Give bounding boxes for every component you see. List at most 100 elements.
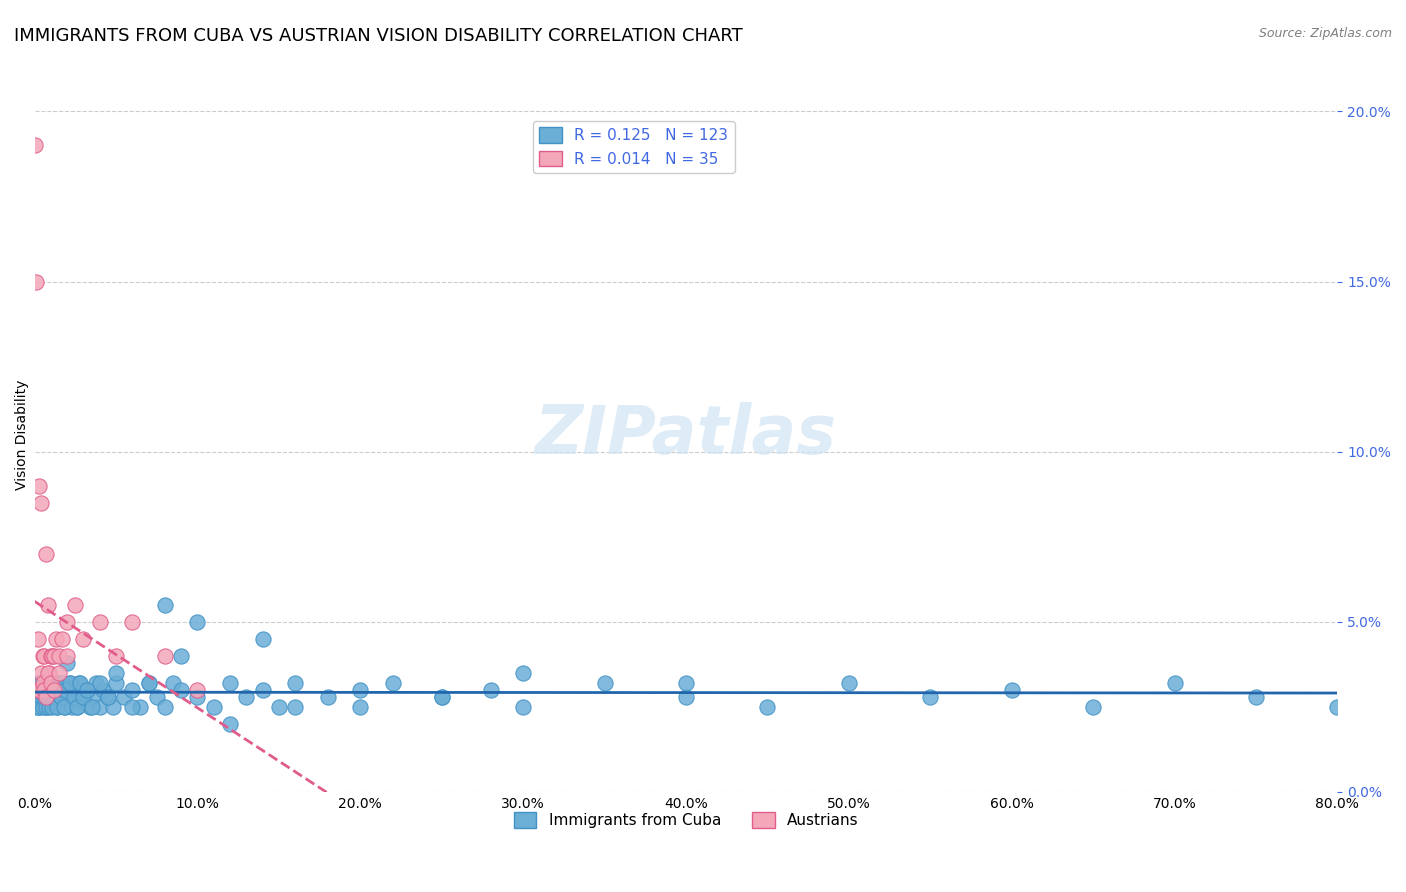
- Point: [1326, 699, 1348, 714]
- Point: [37, 598, 59, 612]
- Point: [72, 690, 94, 704]
- Point: [55, 699, 77, 714]
- Point: [31, 676, 53, 690]
- Point: [48, 676, 70, 690]
- Point: [1163, 676, 1185, 690]
- Point: [51, 682, 73, 697]
- Point: [25, 275, 48, 289]
- Point: [28, 699, 51, 714]
- Point: [104, 648, 127, 663]
- Point: [65, 690, 87, 704]
- Point: [37, 665, 59, 680]
- Point: [89, 615, 111, 629]
- Point: [79, 699, 101, 714]
- Point: [66, 699, 89, 714]
- Point: [27, 682, 49, 697]
- Point: [186, 690, 208, 704]
- Point: [39, 676, 62, 690]
- Point: [37, 676, 59, 690]
- Point: [30, 496, 52, 510]
- Point: [48, 665, 70, 680]
- Point: [1244, 690, 1267, 704]
- Point: [39, 648, 62, 663]
- Point: [37, 693, 59, 707]
- Point: [38, 682, 60, 697]
- Point: [59, 676, 82, 690]
- Point: [920, 690, 942, 704]
- Point: [219, 676, 242, 690]
- Point: [35, 699, 58, 714]
- Point: [162, 676, 184, 690]
- Point: [202, 699, 225, 714]
- Point: [70, 682, 93, 697]
- Point: [186, 615, 208, 629]
- Point: [28, 682, 51, 697]
- Point: [349, 682, 371, 697]
- Point: [42, 648, 65, 663]
- Point: [675, 690, 697, 704]
- Point: [101, 699, 124, 714]
- Point: [42, 682, 65, 697]
- Point: [756, 699, 779, 714]
- Point: [42, 693, 65, 707]
- Point: [51, 632, 73, 646]
- Point: [46, 699, 69, 714]
- Point: [49, 690, 72, 704]
- Point: [30, 690, 52, 704]
- Text: ZIPatlas: ZIPatlas: [534, 401, 837, 467]
- Point: [430, 690, 453, 704]
- Point: [97, 690, 120, 704]
- Y-axis label: Vision Disability: Vision Disability: [15, 379, 30, 490]
- Point: [41, 682, 63, 697]
- Point: [55, 682, 77, 697]
- Point: [252, 632, 274, 646]
- Point: [104, 676, 127, 690]
- Point: [38, 665, 60, 680]
- Point: [104, 665, 127, 680]
- Point: [41, 699, 63, 714]
- Point: [56, 682, 79, 697]
- Point: [76, 682, 98, 697]
- Point: [80, 699, 103, 714]
- Point: [39, 676, 62, 690]
- Point: [30, 690, 52, 704]
- Point: [65, 598, 87, 612]
- Point: [186, 682, 208, 697]
- Point: [52, 699, 75, 714]
- Point: [129, 699, 152, 714]
- Point: [27, 676, 49, 690]
- Point: [31, 676, 53, 690]
- Point: [66, 699, 89, 714]
- Point: [60, 699, 83, 714]
- Point: [25, 699, 48, 714]
- Point: [252, 682, 274, 697]
- Point: [153, 699, 176, 714]
- Point: [34, 682, 56, 697]
- Point: [39, 676, 62, 690]
- Point: [284, 699, 307, 714]
- Point: [58, 690, 80, 704]
- Point: [69, 693, 91, 707]
- Point: [30, 676, 52, 690]
- Point: [89, 676, 111, 690]
- Point: [28, 682, 51, 697]
- Point: [41, 648, 63, 663]
- Point: [512, 665, 534, 680]
- Point: [121, 699, 143, 714]
- Point: [31, 682, 53, 697]
- Point: [430, 690, 453, 704]
- Point: [27, 682, 49, 697]
- Point: [34, 676, 56, 690]
- Point: [31, 699, 53, 714]
- Point: [138, 676, 160, 690]
- Point: [42, 690, 65, 704]
- Point: [1001, 682, 1024, 697]
- Point: [593, 676, 616, 690]
- Point: [235, 690, 257, 704]
- Point: [38, 699, 60, 714]
- Point: [31, 648, 53, 663]
- Point: [35, 682, 58, 697]
- Text: IMMIGRANTS FROM CUBA VS AUSTRIAN VISION DISABILITY CORRELATION CHART: IMMIGRANTS FROM CUBA VS AUSTRIAN VISION …: [14, 27, 742, 45]
- Point: [48, 682, 70, 697]
- Point: [86, 676, 108, 690]
